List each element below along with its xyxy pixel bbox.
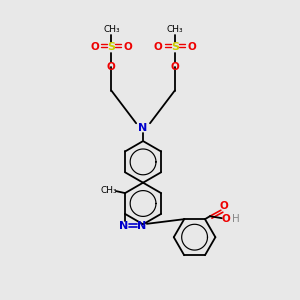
Text: O: O (90, 42, 99, 52)
Text: O: O (187, 42, 196, 52)
Text: O: O (124, 42, 133, 52)
Text: N: N (138, 123, 148, 133)
Text: CH₃: CH₃ (101, 186, 118, 195)
Text: CH₃: CH₃ (167, 25, 183, 34)
Text: S: S (107, 42, 116, 52)
Text: N: N (119, 221, 129, 231)
Text: O: O (221, 214, 230, 224)
Text: O: O (154, 42, 162, 52)
Text: O: O (219, 201, 228, 211)
Text: N: N (137, 221, 146, 231)
Text: S: S (171, 42, 179, 52)
Text: O: O (170, 62, 179, 72)
Text: CH₃: CH₃ (103, 25, 120, 34)
Text: O: O (107, 62, 116, 72)
Text: H: H (232, 214, 240, 224)
